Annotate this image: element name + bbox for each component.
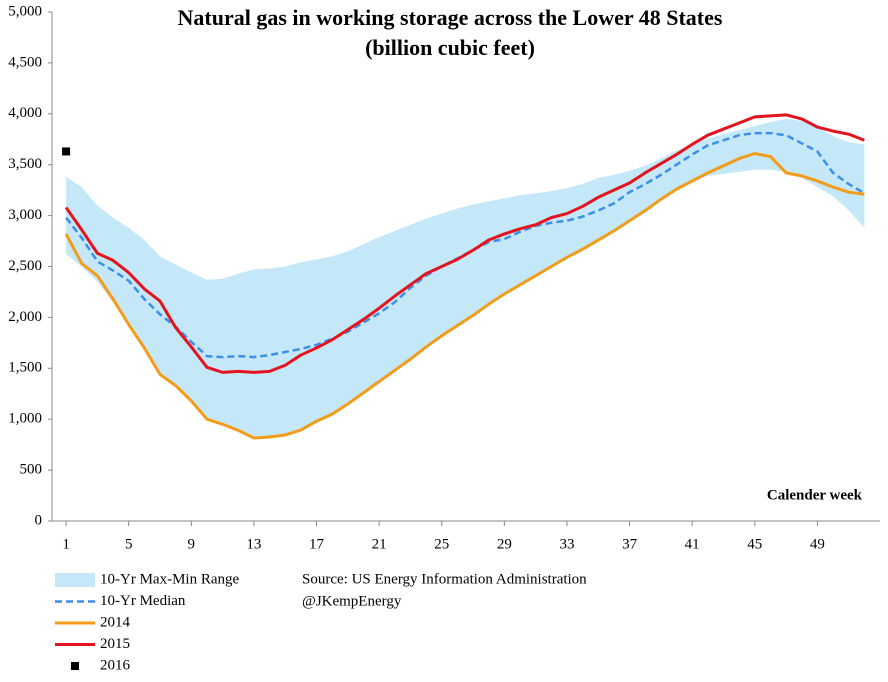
x-tick-label: 29 xyxy=(497,536,512,552)
legend-label: 2014 xyxy=(100,614,131,630)
legend-label: 10-Yr Median xyxy=(100,593,186,609)
x-tick-label: 49 xyxy=(810,536,825,552)
legend-swatch xyxy=(71,662,79,670)
y-tick-label: 3,500 xyxy=(8,156,42,172)
legend-label: 10-Yr Max-Min Range xyxy=(100,571,239,587)
y-tick-label: 4,000 xyxy=(8,105,42,121)
x-tick-label: 9 xyxy=(188,536,196,552)
y-tick-label: 3,000 xyxy=(8,207,42,223)
y-tick-label: 0 xyxy=(35,512,43,528)
legend-label: 2015 xyxy=(100,636,130,652)
y-tick-label: 2,000 xyxy=(8,309,42,325)
y-tick-label: 4,500 xyxy=(8,54,42,70)
y-tick-label: 2,500 xyxy=(8,258,42,274)
x-tick-label: 1 xyxy=(62,536,70,552)
y-tick-label: 1,000 xyxy=(8,411,42,427)
legend-label: 2016 xyxy=(100,657,131,673)
x-tick-label: 21 xyxy=(372,536,387,552)
source: @JKempEnergy xyxy=(302,593,402,609)
chart-title: Natural gas in working storage across th… xyxy=(178,5,723,30)
range-band xyxy=(66,118,865,438)
y-tick-label: 1,500 xyxy=(8,360,42,376)
point-marker xyxy=(62,147,71,156)
x-tick-label: 37 xyxy=(622,536,638,552)
series-line xyxy=(64,152,865,440)
y-tick-label: 5,000 xyxy=(8,3,42,19)
x-tick-label: 13 xyxy=(246,536,261,552)
x-annotation: Calender week xyxy=(767,487,863,503)
x-tick-label: 17 xyxy=(309,536,325,552)
x-tick-label: 45 xyxy=(747,536,762,552)
x-tick-label: 33 xyxy=(559,536,574,552)
x-tick-label: 5 xyxy=(125,536,133,552)
series-line xyxy=(64,113,865,374)
legend-swatch xyxy=(55,573,95,587)
x-tick-label: 41 xyxy=(685,536,700,552)
chart-subtitle: (billion cubic feet) xyxy=(365,35,535,60)
source: Source: US Energy Information Administra… xyxy=(302,571,587,587)
y-tick-label: 500 xyxy=(20,462,43,478)
x-tick-label: 25 xyxy=(434,536,449,552)
